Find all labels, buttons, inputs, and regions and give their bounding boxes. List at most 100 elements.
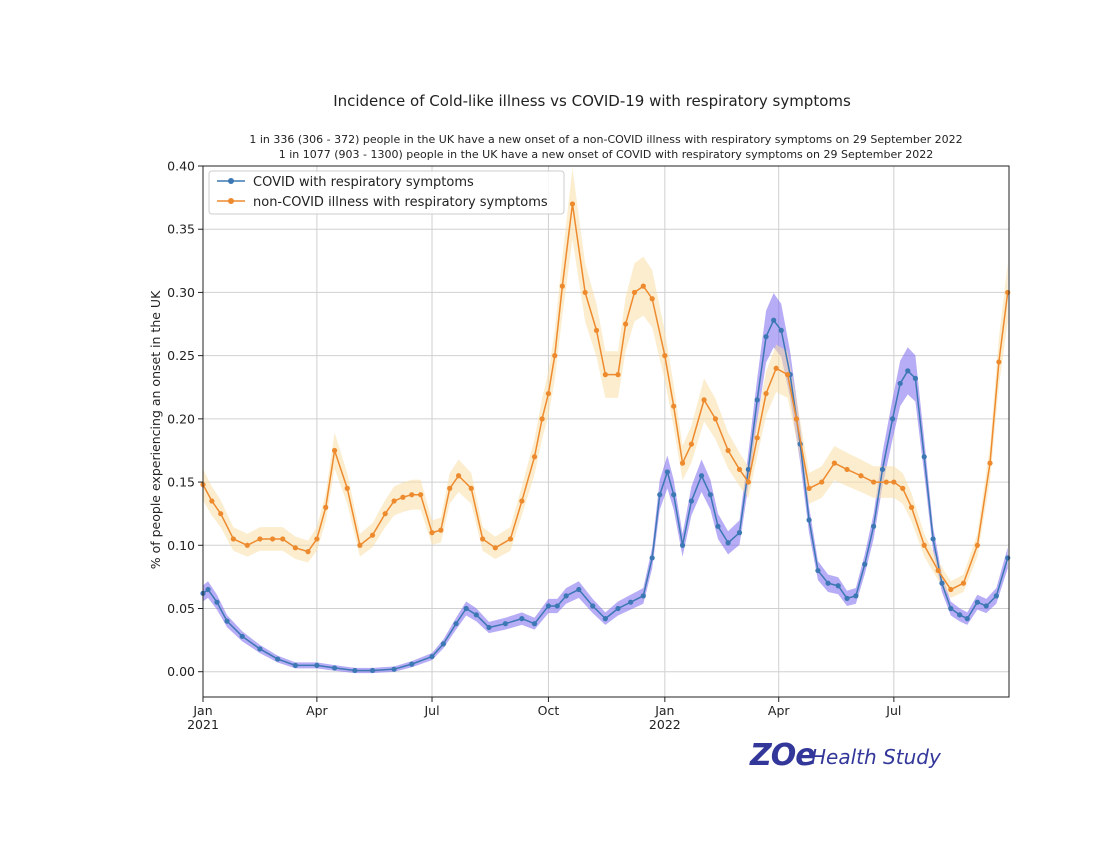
- data-point: [908, 504, 915, 510]
- data-point: [754, 397, 760, 403]
- data-point: [409, 661, 415, 667]
- data-point: [1005, 289, 1011, 296]
- data-point: [519, 498, 525, 504]
- data-point: [939, 580, 945, 586]
- data-point: [987, 460, 993, 466]
- data-point: [440, 641, 447, 647]
- data-point: [552, 353, 558, 359]
- data-point: [369, 532, 376, 538]
- data-point: [698, 473, 705, 479]
- chart-subtitle-line-1: 1 in 336 (306 - 372) people in the UK ha…: [249, 133, 962, 146]
- data-point: [993, 593, 999, 599]
- data-point: [418, 492, 424, 498]
- data-point: [679, 542, 686, 548]
- data-point: [539, 416, 545, 422]
- legend-marker-non-covid: [228, 198, 234, 204]
- data-point: [649, 296, 655, 302]
- data-point: [771, 317, 777, 323]
- data-point: [400, 494, 406, 500]
- data-point: [725, 447, 731, 454]
- data-point: [292, 545, 298, 551]
- data-point: [305, 549, 311, 555]
- data-point: [715, 523, 721, 529]
- legend-label-non-covid: non-COVID illness with respiratory sympt…: [253, 195, 548, 210]
- data-point: [844, 466, 850, 473]
- data-point: [921, 454, 927, 460]
- data-point: [815, 567, 821, 574]
- zoe-logo-mark: ZOe: [749, 738, 815, 773]
- data-point: [957, 612, 963, 618]
- data-point: [679, 460, 686, 466]
- data-point: [858, 473, 864, 479]
- legend-box: [208, 170, 565, 215]
- data-point: [736, 530, 743, 536]
- data-point: [745, 479, 751, 485]
- axis-ticks: 0.000.050.100.150.200.250.300.350.40Jan2…: [167, 159, 901, 733]
- data-point: [912, 375, 918, 381]
- data-point: [314, 536, 320, 542]
- data-point: [569, 201, 576, 207]
- data-point: [576, 586, 582, 593]
- data-point: [502, 621, 509, 627]
- x-tick-label: Oct: [538, 703, 560, 718]
- y-tick-label: 0.05: [167, 601, 195, 616]
- y-tick-label: 0.15: [167, 475, 195, 490]
- y-tick-label: 0.35: [167, 222, 195, 237]
- data-point: [905, 368, 911, 374]
- plot-frame: [202, 165, 1010, 698]
- data-point: [900, 485, 906, 491]
- data-point: [623, 321, 629, 327]
- zoe-logo-text: Health Study: [811, 745, 942, 769]
- data-point: [409, 492, 415, 498]
- data-point: [745, 466, 751, 473]
- data-point: [871, 479, 877, 485]
- chart-subtitle-line-2: 1 in 1077 (903 - 1300) people in the UK …: [279, 148, 934, 161]
- data-point: [455, 473, 462, 479]
- data-point: [773, 365, 779, 371]
- data-point: [545, 390, 552, 397]
- data-point: [736, 466, 743, 473]
- data-point: [701, 397, 707, 403]
- legend-label-covid: COVID with respiratory symptoms: [253, 175, 474, 190]
- series-lines: [200, 201, 1011, 674]
- data-point: [615, 372, 621, 378]
- data-point: [486, 624, 492, 631]
- data-point: [473, 612, 479, 618]
- data-point: [778, 327, 784, 333]
- data-point: [831, 460, 837, 466]
- data-point: [1005, 555, 1011, 561]
- data-point: [323, 504, 329, 510]
- data-point: [725, 540, 731, 546]
- data-point: [974, 542, 980, 548]
- x-tick-label: Apr: [306, 703, 328, 718]
- data-point: [230, 536, 236, 542]
- data-point: [806, 517, 812, 523]
- data-point: [438, 527, 444, 533]
- y-axis-label: % of people experiencing an onset in the…: [148, 290, 163, 569]
- data-point: [806, 485, 812, 491]
- data-point: [763, 390, 769, 397]
- data-point: [615, 605, 621, 612]
- data-point: [754, 435, 760, 441]
- data-point: [891, 479, 897, 485]
- data-point: [344, 485, 350, 491]
- confidence-band: [203, 168, 1008, 598]
- data-point: [331, 447, 338, 454]
- data-point: [897, 380, 903, 387]
- data-point: [205, 586, 211, 593]
- data-point: [712, 416, 719, 422]
- data-point: [671, 492, 677, 498]
- x-tick-label: Jul: [423, 703, 439, 718]
- data-point: [391, 498, 397, 504]
- data-point: [218, 511, 224, 517]
- data-point: [590, 603, 596, 609]
- data-point: [662, 353, 668, 359]
- data-point: [224, 618, 230, 624]
- data-point: [593, 327, 600, 333]
- legend: COVID with respiratory symptoms non-COVI…: [208, 170, 565, 215]
- data-point: [429, 653, 435, 660]
- series-line: [202, 203, 1009, 591]
- data-point: [640, 283, 646, 289]
- data-point: [879, 466, 886, 473]
- x-tick-label: Jul: [885, 703, 901, 718]
